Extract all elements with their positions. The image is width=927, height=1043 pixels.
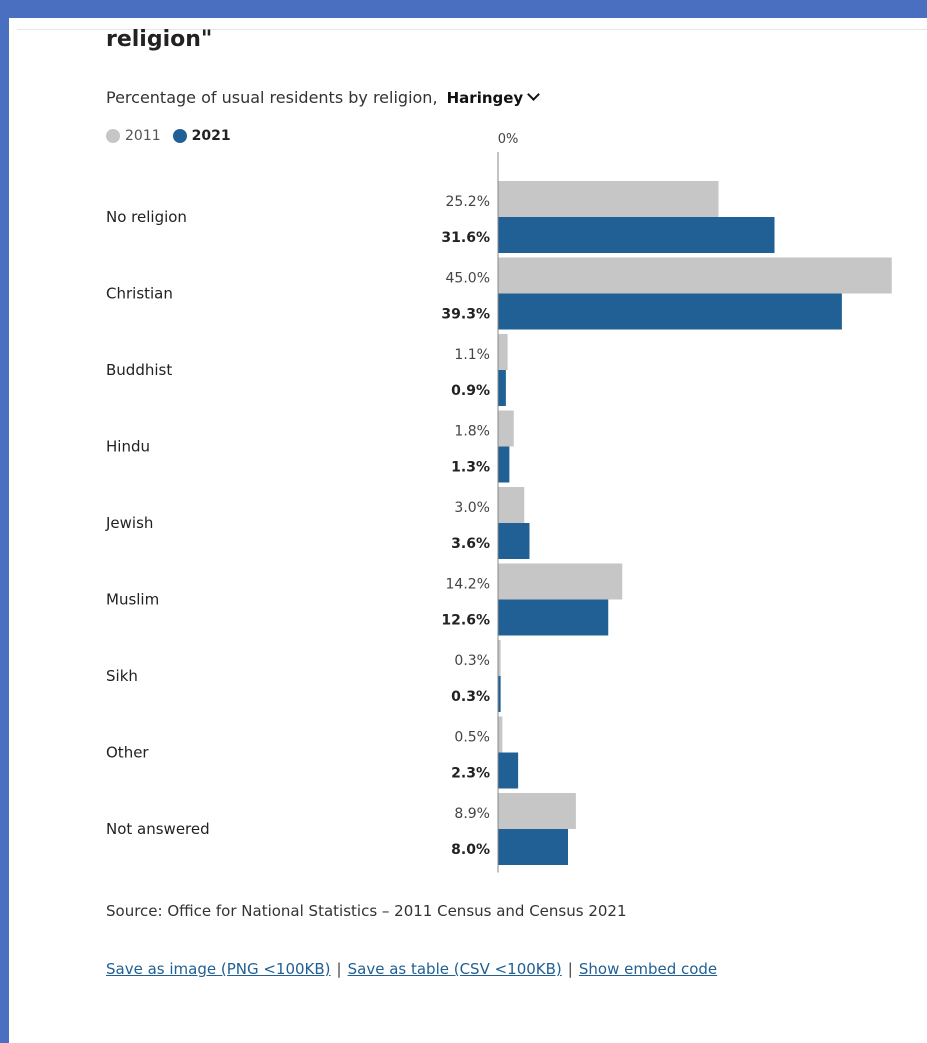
bar-2021 [498, 523, 530, 559]
area-dropdown[interactable]: Haringey [446, 88, 541, 107]
category-label: Christian [106, 285, 173, 303]
window-frame-left [0, 0, 9, 1043]
data-label-2011: 1.8% [454, 424, 490, 440]
category-label: Hindu [106, 438, 150, 456]
data-label-2011: 1.1% [454, 347, 490, 363]
source-note: Source: Office for National Statistics –… [106, 902, 627, 920]
bar-2011 [498, 793, 576, 829]
data-label-2011: 0.3% [454, 653, 490, 669]
window-frame-top [0, 0, 927, 18]
legend-swatch-2011 [106, 129, 120, 143]
bar-2011 [498, 181, 719, 217]
bar-2021 [498, 829, 568, 865]
link-separator: | [336, 960, 342, 978]
data-label-2011: 14.2% [446, 577, 490, 593]
chart-legend: 2011 2021 [106, 128, 243, 144]
chart-title: religion" [106, 27, 213, 52]
category-label: Not answered [106, 820, 210, 838]
data-label-2011: 25.2% [446, 194, 490, 210]
data-label-2021: 12.6% [441, 613, 490, 629]
bar-2011 [498, 487, 525, 523]
bar-chart: 0% No religion 25.2% 31.6% Christian 45.0% 39.… [105, 132, 892, 873]
bar-2021 [498, 217, 775, 253]
bar-2021 [498, 676, 501, 712]
data-label-2011: 3.0% [454, 500, 490, 516]
embed-code-link[interactable]: Show embed code [578, 960, 718, 978]
bar-2021 [498, 446, 510, 483]
data-label-2021: 31.6% [441, 230, 490, 246]
category-label: Sikh [106, 667, 138, 685]
data-label-2021: 0.3% [451, 689, 490, 705]
legend-item-2011: 2011 [106, 128, 161, 144]
bar-2021 [498, 752, 519, 789]
data-label-2021: 39.3% [441, 307, 490, 323]
data-label-2011: 8.9% [454, 806, 490, 822]
category-label: Jewish [105, 514, 153, 532]
legend-label-2021: 2021 [191, 128, 231, 144]
data-label-2021: 3.6% [451, 536, 490, 552]
x-tick-label: 0% [498, 132, 519, 147]
bar-2021 [498, 293, 842, 330]
bar-2011 [498, 716, 503, 753]
category-label: Muslim [106, 591, 159, 609]
bar-2011 [498, 640, 501, 676]
link-separator: | [567, 960, 573, 978]
save-table-link[interactable]: Save as table (CSV <100KB) [347, 960, 562, 978]
area-dropdown-value: Haringey [446, 89, 524, 107]
legend-swatch-2021 [172, 129, 187, 143]
category-label: Other [106, 744, 149, 762]
legend-item-2021: 2021 [172, 128, 231, 144]
content-divider [17, 29, 927, 30]
legend-label-2011: 2011 [125, 128, 161, 144]
bar-2011 [498, 563, 623, 600]
save-image-link[interactable]: Save as image (PNG <100KB) [106, 960, 331, 978]
bar-2021 [498, 599, 609, 636]
category-label: Buddhist [106, 361, 172, 379]
data-label-2021: 1.3% [451, 460, 490, 476]
data-label-2021: 2.3% [451, 766, 490, 782]
data-label-2011: 0.5% [454, 730, 490, 746]
bar-2021 [498, 370, 506, 406]
data-label-2011: 45.0% [446, 271, 490, 287]
chart-subtitle: Percentage of usual residents by religio… [106, 88, 541, 107]
data-label-2021: 8.0% [451, 842, 490, 858]
download-links: Save as image (PNG <100KB) | Save as table… [106, 960, 717, 978]
bar-2011 [498, 257, 892, 294]
category-label: No religion [106, 208, 187, 226]
data-label-2021: 0.9% [451, 383, 490, 399]
subtitle-text: Percentage of usual residents by religio… [106, 88, 438, 107]
bar-2011 [498, 334, 508, 370]
bar-2011 [498, 410, 514, 447]
